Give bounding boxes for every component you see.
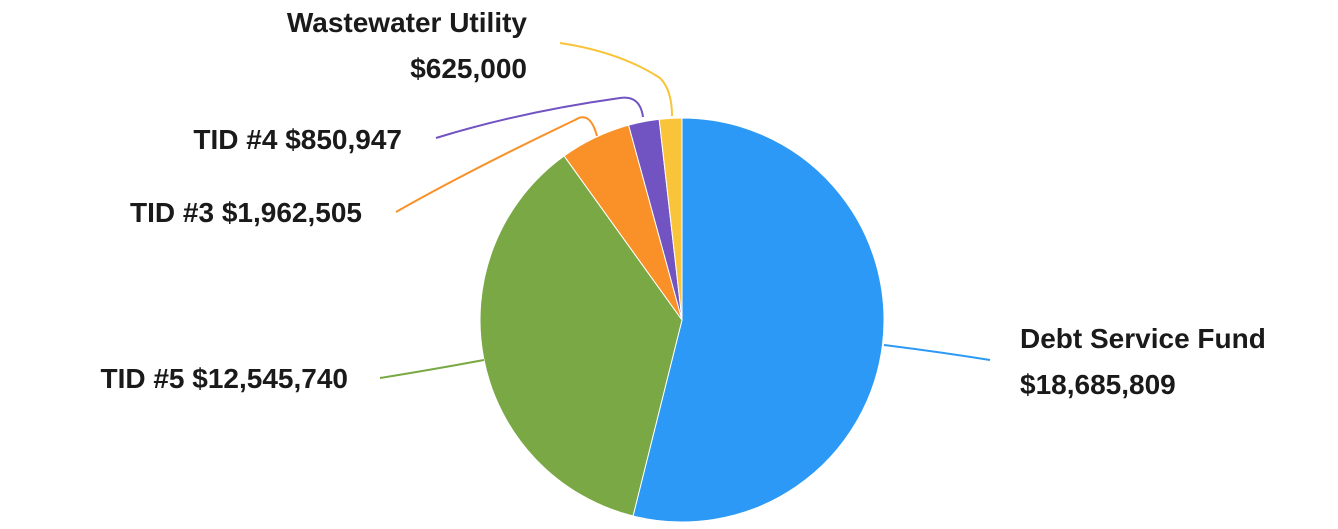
slice-label: Wastewater Utility $625,000 — [237, 0, 527, 92]
value-label: $1,962,505 — [221, 197, 362, 228]
pie-slice — [479, 155, 683, 517]
value-label: $12,545,740 — [192, 363, 348, 394]
category-label: Debt Service Fund — [1020, 323, 1266, 354]
leader-line — [395, 116, 598, 213]
pie-slice — [632, 117, 885, 523]
slice-label: TID #4 $850,947 — [82, 117, 402, 163]
category-label: TID #3 — [130, 197, 215, 228]
category-label: TID #5 — [100, 363, 185, 394]
slice-label: Debt Service Fund $18,685,809 — [1020, 316, 1320, 408]
leader-line — [559, 42, 673, 117]
pie-slice — [658, 117, 683, 321]
slice-label: TID #3 $1,962,505 — [22, 190, 362, 236]
value-label: $625,000 — [410, 53, 527, 84]
leader-line — [435, 96, 644, 139]
value-label: $850,947 — [285, 124, 402, 155]
slice-label: TID #5 $12,545,740 — [0, 356, 348, 402]
category-label: Wastewater Utility — [286, 7, 527, 38]
leader-line — [379, 359, 485, 379]
leader-line — [883, 344, 991, 361]
category-label: TID #4 — [193, 124, 278, 155]
value-label: $18,685,809 — [1020, 369, 1176, 400]
